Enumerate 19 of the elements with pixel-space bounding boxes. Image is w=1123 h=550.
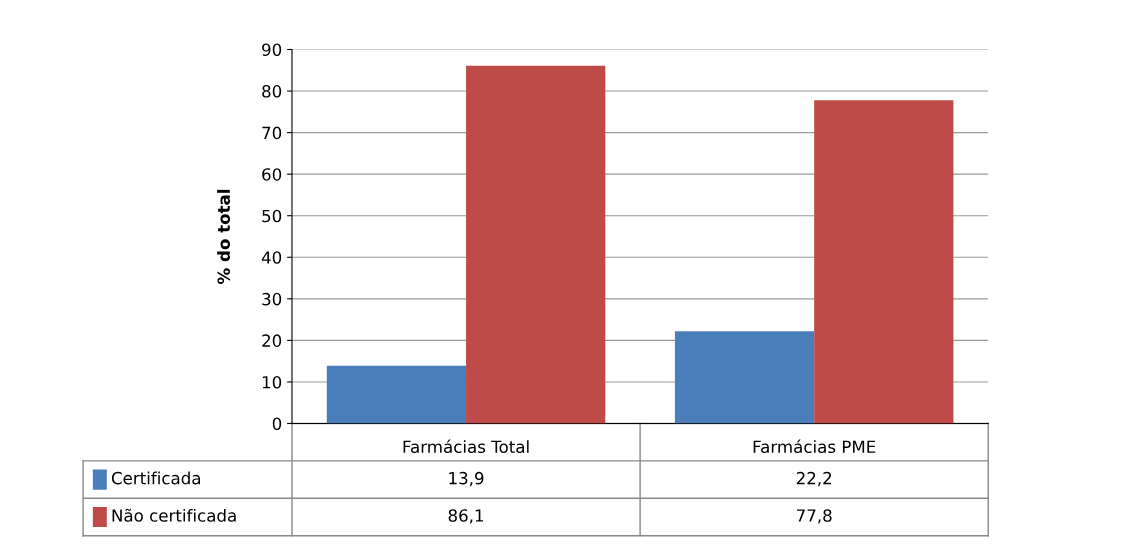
y-tick-label: 50 (262, 209, 282, 223)
x-tick-label: Farmácias PME (753, 439, 876, 454)
data-label: 22,2 (796, 471, 832, 487)
y-tick-label: 90 (262, 43, 282, 57)
legend-label: Certificada (111, 471, 201, 485)
data-label: 86,1 (448, 509, 484, 524)
y-tick-label: 70 (262, 126, 282, 140)
legend-label: Não certificada (112, 508, 236, 522)
y-tick-label: 60 (262, 168, 282, 181)
data-label: 77,8 (796, 509, 832, 524)
y-axis-title: % do total (217, 189, 231, 284)
y-tick-label: 0 (272, 417, 282, 431)
y-tick-label: 30 (262, 292, 282, 306)
y-tick-label: 20 (262, 334, 282, 347)
y-tick-label: 80 (262, 85, 282, 98)
y-tick-label: 40 (261, 251, 282, 264)
y-tick-label: 10 (262, 375, 282, 389)
x-tick-label: Farmácias Total (403, 439, 529, 454)
data-label: 13,9 (449, 471, 484, 487)
